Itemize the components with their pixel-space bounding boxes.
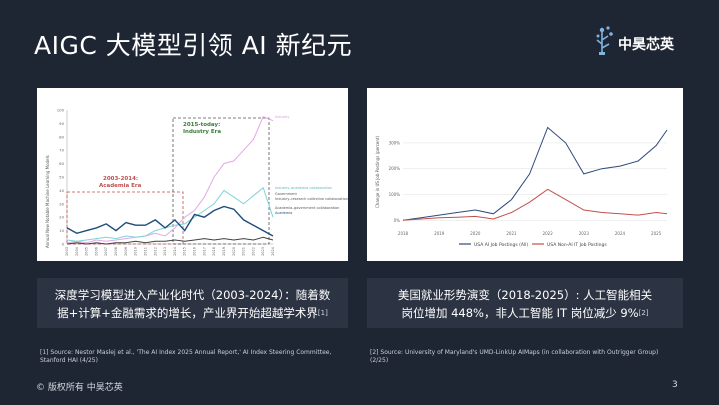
copyright-footer: © 版权所有 中昊芯英 — [36, 383, 123, 393]
left-series-line — [66, 116, 274, 244]
left-x-tick-label: 2008 — [114, 247, 118, 256]
left-line-chart: Annual New Notable Machine Learning Mode… — [45, 108, 348, 256]
left-series-line — [66, 205, 274, 237]
left-x-tick-label: 2003 — [65, 247, 69, 256]
left-note-line2: Stanford HAI (4/25) — [40, 357, 98, 364]
page-number: 3 — [672, 380, 678, 390]
left-chart-ylabel: Annual New Notable Machine Learning Mode… — [45, 155, 50, 248]
left-series-line — [66, 236, 274, 245]
left-y-tick-label: 30 — [59, 201, 64, 206]
left-x-tick-label: 2020 — [232, 247, 236, 256]
left-x-tick-label: 2018 — [212, 247, 216, 256]
left-series-label: Government — [275, 192, 297, 196]
right-y-tick-label: 300% — [389, 140, 401, 145]
left-series-label: Academia–government collaboration — [275, 206, 339, 210]
legend-label-ai: USA AI Job Postings (All) — [474, 242, 528, 248]
left-x-tick-label: 2015 — [183, 247, 187, 256]
left-chart-panel: Annual New Notable Machine Learning Mode… — [37, 88, 348, 261]
left-y-tick-label: 0 — [62, 242, 65, 247]
left-y-tick-label: 90 — [59, 121, 64, 126]
academia-era-box — [66, 191, 184, 245]
right-caption-line2-wrap: 岗位增加 448%，非人工智能 IT 岗位减少 9%[2] — [367, 304, 683, 322]
left-source-note: [1] Source: Nestor Maslej et al., 'The A… — [40, 349, 360, 365]
left-x-tick-label: 2005 — [85, 247, 89, 256]
left-caption-line1: 深度学习模型进入产业化时代（2003-2024）：随着数 — [54, 288, 331, 302]
right-line-chart: Change in US Job Postings (percent) 0% 10… — [375, 126, 668, 248]
left-x-tick-label: 2024 — [271, 246, 275, 256]
left-x-tick-label: 2012 — [153, 247, 157, 256]
right-x-tick-label: 2025 — [651, 231, 662, 236]
right-series-line — [402, 126, 668, 221]
right-note-line2: (2/25) — [370, 357, 389, 364]
right-source-note: [2] Source: University of Maryland's UMD… — [370, 349, 690, 365]
left-caption-line2-wrap: 据+计算+金融需求的增长，产业界开始超越学术界[1] — [37, 304, 348, 322]
right-x-tick-label: 2018 — [398, 231, 409, 236]
right-note-line1: [2] Source: University of Maryland's UMD… — [370, 349, 659, 356]
right-caption-line2: 岗位增加 448%，非人工智能 IT 岗位减少 9% — [401, 306, 639, 320]
right-y-tick-label: 100% — [389, 192, 401, 197]
left-x-tick-label: 2022 — [251, 247, 255, 256]
company-logo: 中昊芯英 — [592, 24, 702, 64]
left-y-tick-label: 10 — [59, 228, 64, 233]
left-caption-line2: 据+计算+金融需求的增长，产业界开始超越学术界 — [57, 306, 318, 320]
left-y-tick-label: 80 — [59, 134, 64, 139]
academia-era-label-line1: 2003-2014: — [103, 176, 138, 182]
right-caption-box: 美国就业形势演变（2018-2025）: 人工智能相关 岗位增加 448%，非人… — [367, 278, 683, 328]
industry-era-label-line1: 2015-today: — [183, 122, 220, 128]
left-x-tick-label: 2006 — [94, 247, 98, 256]
right-x-tick-label: 2022 — [543, 231, 554, 236]
left-caption-box: 深度学习模型进入产业化时代（2003-2024）：随着数 据+计算+金融需求的增… — [37, 278, 348, 328]
academia-era-label-line2: Academia Era — [99, 183, 142, 189]
right-x-tick-label: 2023 — [579, 231, 590, 236]
left-x-tick-label: 2017 — [202, 247, 206, 256]
right-x-tick-label: 2024 — [615, 231, 626, 236]
left-x-tick-label: 2016 — [193, 247, 197, 256]
right-y-tick-label: 200% — [389, 166, 401, 171]
left-x-tick-label: 2023 — [261, 247, 265, 256]
right-chart-panel: Change in US Job Postings (percent) 0% 10… — [367, 88, 683, 261]
right-caption-line1: 美国就业形势演变（2018-2025）: 人工智能相关 — [397, 288, 653, 302]
left-series-line — [66, 186, 274, 242]
right-y-tick-label: 0% — [394, 218, 401, 223]
industry-era-label-line2: Industry Era — [183, 129, 221, 135]
left-y-tick-label: 100 — [57, 108, 65, 113]
left-x-tick-label: 2010 — [134, 247, 138, 256]
right-x-tick-label: 2021 — [506, 231, 517, 236]
left-x-tick-label: 2014 — [173, 246, 177, 256]
right-chart-ylabel: Change in US Job Postings (percent) — [375, 136, 380, 208]
left-y-tick-label: 70 — [59, 148, 64, 153]
industry-era-box — [172, 117, 270, 245]
slide-title: AIGC 大模型引领 AI 新纪元 — [34, 31, 353, 60]
right-series-line — [402, 188, 668, 221]
left-y-tick-label: 20 — [59, 215, 64, 220]
left-x-tick-label: 2004 — [75, 246, 79, 256]
left-series-label: Industry–academia collaboration — [275, 186, 332, 190]
left-y-tick-label: 50 — [59, 175, 64, 180]
left-x-tick-label: 2009 — [124, 247, 128, 256]
left-note-line1: [1] Source: Nestor Maslej et al., 'The A… — [40, 349, 332, 356]
left-series-label: Industry — [275, 115, 289, 119]
logo-text: 中昊芯英 — [618, 37, 674, 53]
left-x-tick-label: 2007 — [104, 247, 108, 256]
logo-icon — [596, 26, 613, 55]
left-series-label: Industry–research collective collaborati… — [275, 197, 348, 201]
left-caption-ref[interactable]: [1] — [317, 309, 328, 317]
left-y-tick-label: 40 — [59, 188, 64, 193]
left-x-tick-label: 2019 — [222, 247, 226, 256]
left-x-tick-label: 2013 — [163, 247, 167, 256]
legend-label-nonai: USA Non-AI IT Job Postings — [547, 242, 607, 248]
left-x-tick-label: 2011 — [143, 247, 147, 256]
right-x-tick-label: 2020 — [470, 231, 481, 236]
right-caption-ref[interactable]: [2] — [638, 309, 649, 317]
right-chart-legend: USA AI Job Postings (All) USA Non-AI IT … — [459, 242, 607, 248]
left-y-tick-label: 60 — [59, 161, 64, 166]
right-x-tick-label: 2019 — [434, 231, 445, 236]
left-x-tick-label: 2021 — [242, 247, 246, 256]
left-series-label: Academia — [275, 211, 292, 215]
